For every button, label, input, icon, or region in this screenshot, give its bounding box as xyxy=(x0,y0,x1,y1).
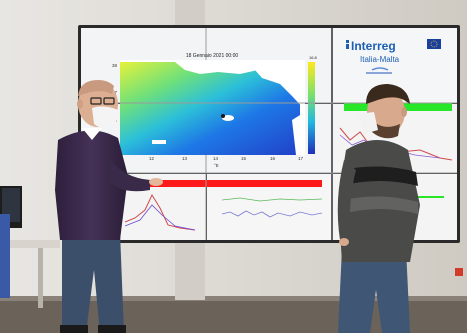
map-title: 18 Gennaio 2021 00:00 xyxy=(186,53,238,59)
colorbar xyxy=(308,62,315,154)
desk xyxy=(0,240,60,248)
lon-tick-label: 13 xyxy=(182,156,188,161)
green-marker xyxy=(416,196,444,198)
chart-line-green xyxy=(221,197,323,202)
person-right xyxy=(337,84,420,333)
chart-line-wave xyxy=(221,210,323,218)
eu-flag-icon xyxy=(427,39,441,49)
colorbar-top-label: 16.8 xyxy=(309,55,318,60)
wall-socket xyxy=(455,268,463,276)
logo-subtext: Italia-Malta xyxy=(360,55,400,64)
chair-back xyxy=(0,214,10,298)
lon-tick-label: 15 xyxy=(241,156,247,161)
red-status-bar xyxy=(150,180,322,187)
lon-tick-label: 14 xyxy=(213,156,219,161)
chart-line-red xyxy=(124,193,196,231)
lon-tick-label: 17 xyxy=(298,156,304,161)
lon-tick-label: 12 xyxy=(149,156,155,161)
lon-ticks: 12 13 14 15 16 17 °E xyxy=(149,156,304,168)
lon-tick-label: 16 xyxy=(270,156,276,161)
interreg-logo: Interreg Italia-Malta xyxy=(346,39,441,74)
chart-line-purple xyxy=(124,204,196,231)
lon-axis-label: °E xyxy=(214,163,219,168)
person-left xyxy=(55,80,163,333)
lat-tick-label: 38 xyxy=(112,63,118,68)
logo-text: Interreg xyxy=(351,39,396,53)
sea-temperature-map xyxy=(120,60,315,155)
baseboard xyxy=(0,296,467,301)
